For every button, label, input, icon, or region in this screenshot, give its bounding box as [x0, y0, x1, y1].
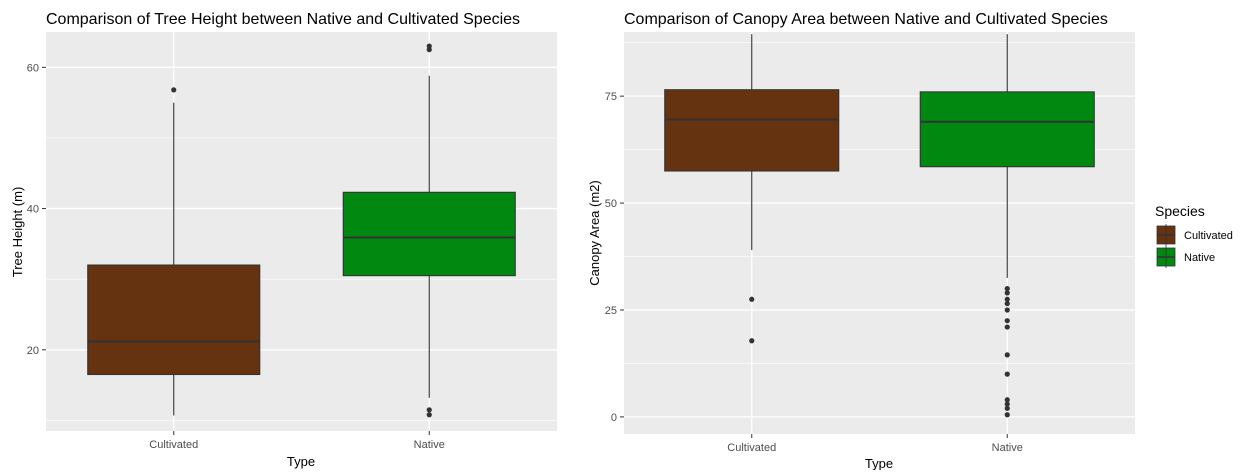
outlier-point	[1004, 285, 1010, 292]
outlier-point	[1004, 300, 1010, 307]
chart-title: Comparison of Canopy Area between Native…	[624, 11, 1108, 28]
y-tick-label: 50	[605, 198, 617, 210]
outlier-point	[749, 296, 755, 302]
y-axis-label: Tree Height (m)	[10, 187, 25, 278]
x-tick-label: Native	[992, 442, 1023, 454]
tree-height-chart: Comparison of Tree Height between Native…	[10, 11, 557, 469]
legend-items: Cultivated Native	[1156, 224, 1233, 268]
x-tick-label: Cultivated	[149, 439, 198, 451]
outlier-point	[1004, 412, 1010, 418]
x-axis-label: Type	[865, 456, 893, 470]
legend-label: Native	[1184, 252, 1215, 264]
outlier-point	[1004, 401, 1010, 407]
y-tick-label: 60	[27, 62, 39, 74]
y-tick-label: 40	[27, 204, 39, 216]
canopy-area-chart: Comparison of Canopy Area between Native…	[587, 11, 1135, 471]
outlier-point	[749, 338, 755, 344]
box-cultivated	[664, 89, 840, 172]
legend-title: Species	[1155, 203, 1205, 219]
x-tick-label: Native	[414, 439, 445, 451]
outlier-point	[426, 412, 432, 418]
outlier-point	[1004, 307, 1010, 313]
outlier-point	[1004, 371, 1010, 377]
x-tick-label: Cultivated	[727, 442, 776, 454]
chart-title: Comparison of Tree Height between Native…	[46, 11, 520, 28]
outlier-point	[1004, 397, 1010, 403]
y-tick-label: 0	[611, 412, 617, 424]
x-axis-label: Type	[287, 454, 315, 469]
y-tick-label: 25	[605, 305, 617, 317]
box-native	[919, 91, 1095, 168]
legend: Species Cultivated Native	[1155, 203, 1233, 268]
outlier-point	[1004, 318, 1010, 324]
y-axis-label: Canopy Area (m2)	[587, 180, 602, 286]
plot-layer: 20 40 60 Cultivated Native	[27, 32, 557, 451]
outlier-point	[1004, 352, 1010, 358]
outlier-point	[1004, 290, 1010, 296]
plot-layer: 0 25 50 75 Cultivated Native	[605, 32, 1135, 454]
y-tick-label: 20	[27, 345, 39, 357]
outlier-point	[1004, 405, 1010, 411]
outlier-point	[1004, 296, 1010, 302]
box-cultivated	[87, 264, 261, 376]
legend-label: Cultivated	[1184, 230, 1233, 242]
outlier-point	[1004, 324, 1010, 330]
outlier-point	[426, 47, 432, 53]
outlier-point	[426, 407, 432, 413]
y-tick-label: 75	[605, 91, 617, 103]
box-native	[342, 191, 516, 277]
outlier-point	[171, 87, 177, 93]
